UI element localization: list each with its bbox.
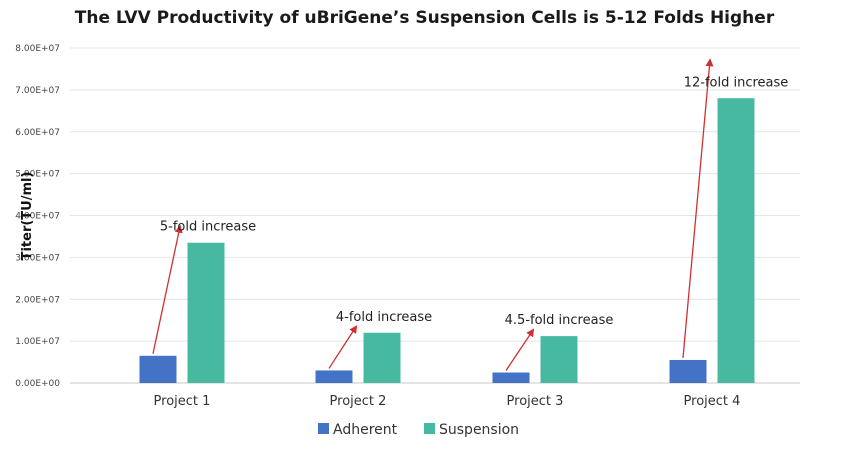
y-tick-label: 4.00E+07 — [15, 212, 60, 222]
suspension-bar — [363, 332, 401, 383]
chart-title: The LVV Productivity of uBriGene’s Suspe… — [74, 8, 775, 28]
fold-increase-label: 5-fold increase — [160, 220, 256, 235]
suspension-legend-label: Suspension — [439, 422, 519, 438]
y-tick-label: 0.00E+00 — [15, 379, 60, 389]
y-tick-label: 7.00E+07 — [15, 86, 60, 96]
x-tick-label: Project 2 — [330, 394, 387, 409]
adherent-bar — [492, 372, 530, 383]
fold-increase-arrow — [505, 328, 535, 371]
fold-increase-arrow — [152, 224, 183, 354]
y-tick-label: 8.00E+07 — [15, 44, 60, 54]
suspension-bar — [717, 98, 755, 383]
fold-increase-label: 4.5-fold increase — [505, 313, 614, 328]
x-tick-label: Project 3 — [507, 394, 564, 409]
adherent-bar — [139, 355, 177, 383]
fold-increase-label: 12-fold increase — [684, 75, 789, 90]
adherent-bar — [315, 370, 353, 383]
suspension-bar — [540, 336, 578, 383]
adherent-bar — [669, 359, 707, 383]
y-tick-label: 5.00E+07 — [15, 170, 60, 180]
fold-increase-arrow — [328, 325, 358, 369]
y-axis-title: Titer(TU/ml) — [20, 172, 35, 261]
y-tick-label: 2.00E+07 — [15, 295, 60, 305]
adherent-legend-label: Adherent — [333, 422, 398, 438]
fold-increase-arrow — [682, 58, 714, 359]
x-tick-label: Project 4 — [684, 394, 741, 409]
y-tick-label: 3.00E+07 — [15, 253, 60, 263]
y-tick-label: 1.00E+07 — [15, 337, 60, 347]
fold-increase-label: 4-fold increase — [336, 310, 432, 325]
x-tick-label: Project 1 — [154, 394, 211, 409]
suspension-bar — [187, 242, 225, 383]
y-tick-label: 6.00E+07 — [15, 128, 60, 138]
suspension-legend-swatch — [424, 423, 435, 434]
adherent-legend-swatch — [318, 423, 329, 434]
